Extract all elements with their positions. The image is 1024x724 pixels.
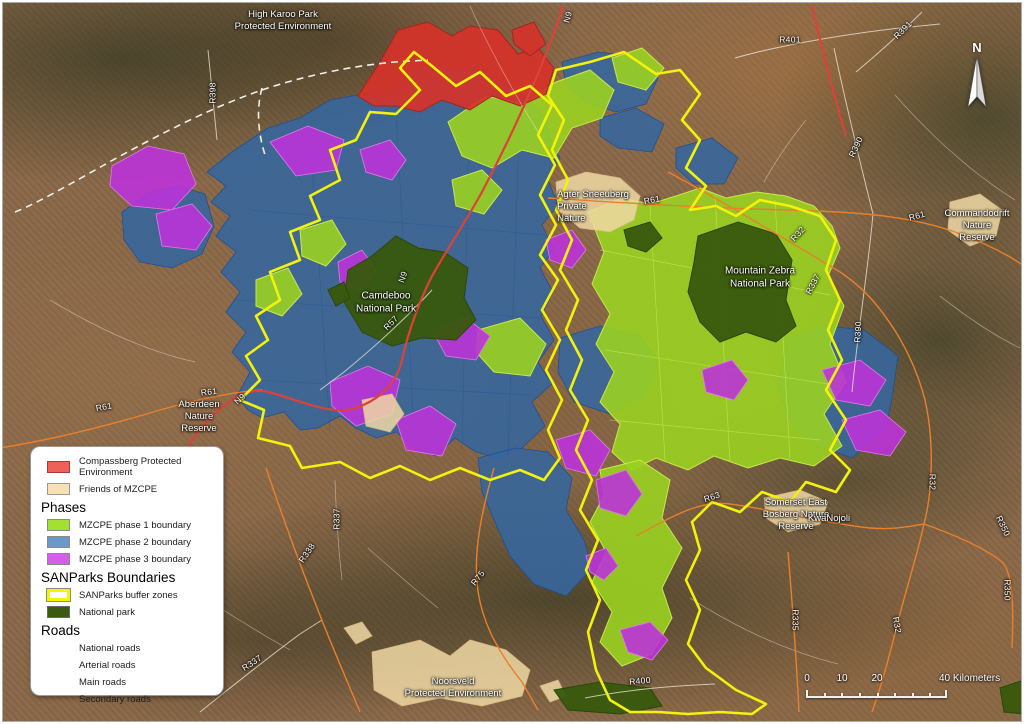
- legend-entry: National roads: [47, 642, 213, 654]
- legend-label: SANParks buffer zones: [79, 589, 178, 601]
- legend-label: Arterial roads: [79, 659, 136, 671]
- sanparks-buffer-outlines: [238, 50, 852, 716]
- legend-entry: National park: [47, 606, 213, 618]
- national-park-areas: [327, 221, 1024, 715]
- legend-swatch: [47, 483, 70, 495]
- legend-entry: MZCPE phase 3 boundary: [47, 553, 213, 565]
- legend-swatch: [47, 659, 70, 671]
- legend-entry: Arterial roads: [47, 659, 213, 671]
- legend-entry: MZCPE phase 1 boundary: [47, 519, 213, 531]
- legend-swatch: [47, 519, 70, 531]
- phase3-areas: [109, 125, 907, 661]
- legend-entry: SANParks buffer zones: [47, 589, 213, 601]
- legend-entry: Secondary roads: [47, 693, 213, 705]
- legend-swatch: [47, 606, 70, 618]
- legend-label: Compassberg Protected Environment: [79, 456, 182, 478]
- main-roads-dashed: [14, 59, 429, 213]
- scale-tick-label: 20: [871, 673, 883, 684]
- north-arrow-icon: [967, 54, 987, 109]
- compassberg-areas: [357, 21, 555, 113]
- legend-swatch: [47, 589, 70, 601]
- national-roads: [169, 5, 848, 471]
- legend-label: MZCPE phase 2 boundary: [79, 536, 191, 548]
- legend-label: Main roads: [79, 676, 126, 688]
- legend-panel: Compassberg Protected Environment Friend…: [30, 446, 224, 705]
- scale-tick-label: 10: [836, 673, 848, 684]
- legend-label: National roads: [79, 642, 141, 654]
- legend-label: SANParks Boundaries: [41, 570, 176, 585]
- legend-label: MZCPE phase 1 boundary: [79, 519, 191, 531]
- legend-entry: SANParks Boundaries: [41, 570, 213, 585]
- legend-entry: Compassberg Protected Environment: [47, 456, 213, 478]
- legend-swatch: [47, 461, 70, 473]
- legend-swatch: [47, 693, 70, 705]
- main-roads-pale: [199, 11, 941, 713]
- legend-entry: Roads: [41, 623, 213, 638]
- legend-label: Friends of MZCPE: [79, 483, 158, 495]
- scale-bar: 0 10 20 40 Kilometers: [800, 672, 1010, 702]
- legend-label: MZCPE phase 3 boundary: [79, 553, 191, 565]
- legend-label: Phases: [41, 500, 87, 515]
- scale-bar-line: [806, 690, 947, 698]
- legend-swatch: [47, 642, 70, 654]
- legend-entry: Phases: [41, 500, 213, 515]
- legend-entry: MZCPE phase 2 boundary: [47, 536, 213, 548]
- legend-label: Roads: [41, 623, 81, 638]
- scale-tick-label: 0: [804, 673, 810, 684]
- legend-swatch: [47, 536, 70, 548]
- scale-end-label: 40 Kilometers: [939, 673, 1001, 684]
- arterial-roads: [0, 171, 1024, 713]
- north-arrow-label: N: [972, 40, 982, 55]
- north-arrow: N: [962, 40, 992, 112]
- legend-label: Secondary roads: [79, 693, 151, 705]
- legend-label: National park: [79, 606, 135, 618]
- legend-entry: Main roads: [47, 676, 213, 688]
- legend-entry: Friends of MZCPE: [47, 483, 213, 495]
- friends-of-mzcpe-areas: [343, 171, 1003, 707]
- legend-swatch: [47, 676, 70, 688]
- legend-swatch: [47, 553, 70, 565]
